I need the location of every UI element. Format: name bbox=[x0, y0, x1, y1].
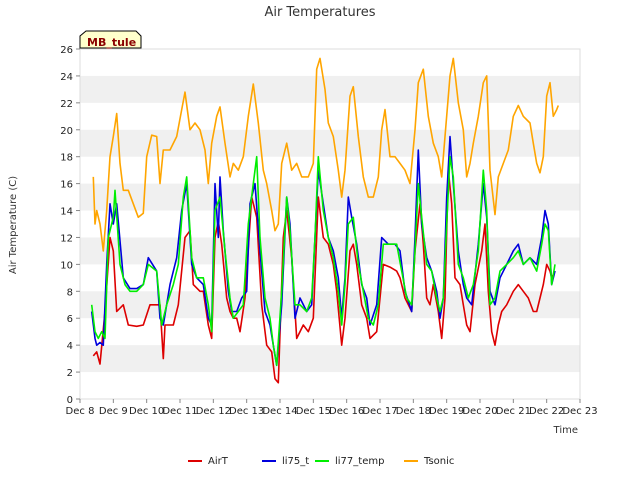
legend-label: Tsonic bbox=[423, 456, 454, 467]
legend-label: li75_t bbox=[282, 456, 309, 467]
y-tick-label: 6 bbox=[67, 314, 73, 325]
x-tick-label: Dec 21 bbox=[496, 406, 531, 417]
grid-band bbox=[80, 183, 580, 211]
x-tick-label: Dec 10 bbox=[129, 406, 164, 417]
y-tick-label: 8 bbox=[67, 287, 73, 298]
x-tick-label: Dec 8 bbox=[66, 406, 95, 417]
x-tick-label: Dec 9 bbox=[99, 406, 128, 417]
x-tick-label: Dec 18 bbox=[396, 406, 431, 417]
x-tick-label: Dec 13 bbox=[229, 406, 264, 417]
y-tick-label: 20 bbox=[60, 126, 73, 137]
x-tick-label: Dec 22 bbox=[529, 406, 564, 417]
y-tick-label: 4 bbox=[67, 341, 73, 352]
legend-item: AirT bbox=[188, 456, 229, 467]
chart-title: Air Temperatures bbox=[264, 5, 375, 20]
y-tick-label: 0 bbox=[67, 395, 73, 406]
y-tick-label: 2 bbox=[67, 368, 73, 379]
y-axis-label: Air Temperature (C) bbox=[8, 176, 19, 274]
y-tick-label: 24 bbox=[60, 72, 73, 83]
grid-band bbox=[80, 129, 580, 157]
y-tick-label: 22 bbox=[60, 99, 73, 110]
grid-band bbox=[80, 345, 580, 373]
x-tick-label: Dec 11 bbox=[162, 406, 197, 417]
station-label: MB_tule bbox=[87, 36, 136, 49]
legend-label: li77_temp bbox=[335, 456, 384, 467]
x-tick-label: Dec 12 bbox=[196, 406, 231, 417]
x-tick-label: Dec 19 bbox=[429, 406, 464, 417]
series-lines bbox=[90, 57, 560, 384]
y-tick-label: 18 bbox=[60, 153, 73, 164]
x-tick-label: Dec 16 bbox=[329, 406, 364, 417]
x-tick-label: Dec 23 bbox=[562, 406, 597, 417]
x-tick-label: Dec 15 bbox=[296, 406, 331, 417]
y-tick-label: 10 bbox=[60, 260, 73, 271]
plot-frame bbox=[79, 48, 581, 400]
legend-label: AirT bbox=[208, 456, 229, 467]
series-line-tsonic bbox=[92, 57, 560, 252]
legend-item: Tsonic bbox=[404, 456, 454, 467]
y-tick-label: 14 bbox=[60, 207, 73, 218]
series-line-airt bbox=[92, 169, 556, 384]
x-axis-label: Time bbox=[553, 425, 578, 436]
y-tick-label: 16 bbox=[60, 180, 73, 191]
y-tick-label: 12 bbox=[60, 233, 73, 244]
legend-item: li75_t bbox=[262, 456, 309, 467]
legend: AirT li75_t li77_temp Tsonic bbox=[188, 456, 454, 467]
y-tick-label: 26 bbox=[60, 45, 73, 56]
grid-band bbox=[80, 75, 580, 103]
x-tick-label: Dec 20 bbox=[462, 406, 497, 417]
series-line-li77-temp bbox=[90, 155, 556, 367]
legend-item: li77_temp bbox=[315, 456, 384, 467]
x-tick-label: Dec 14 bbox=[262, 406, 297, 417]
x-tick-label: Dec 17 bbox=[362, 406, 397, 417]
station-label-box: MB_tule bbox=[79, 30, 142, 49]
